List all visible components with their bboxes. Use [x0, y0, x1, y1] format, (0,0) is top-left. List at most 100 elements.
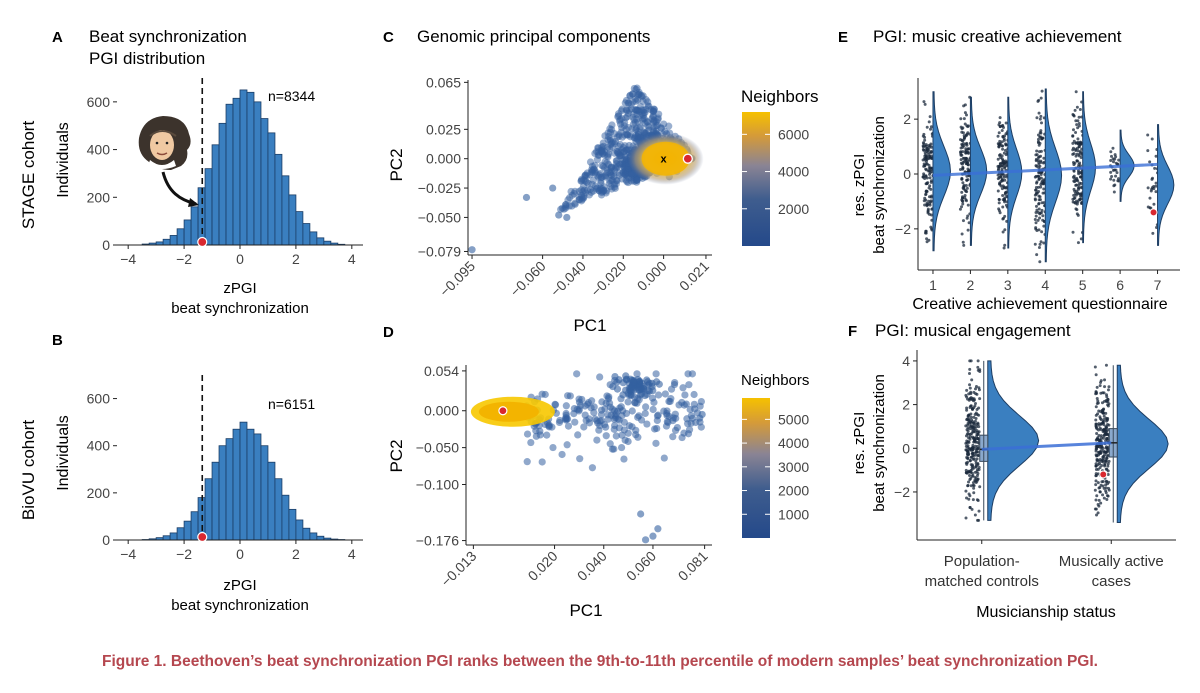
jitter-point — [1071, 134, 1075, 138]
jitter-point — [1002, 151, 1006, 155]
scatter-point — [604, 411, 612, 419]
jitter-point — [1040, 89, 1044, 93]
histogram-bar — [218, 445, 227, 541]
jitter-point — [1103, 464, 1107, 468]
jitter-point — [1109, 170, 1113, 174]
jitter-point — [926, 209, 930, 213]
scatter-point — [593, 436, 601, 444]
jitter-point — [925, 146, 929, 150]
histogram-bar — [169, 532, 178, 541]
scatter-point — [634, 128, 642, 136]
scatter-point — [678, 398, 686, 407]
jitter-point — [1079, 170, 1083, 174]
panel-f-ylabel2: beat synchronization — [871, 374, 888, 512]
scatter-point — [660, 454, 668, 462]
scatter-point — [541, 420, 549, 429]
jitter-point — [961, 202, 965, 206]
jitter-point — [1148, 196, 1152, 200]
scatter-point — [623, 113, 631, 121]
jitter-point — [925, 157, 929, 161]
x-tick-label: 6 — [1116, 277, 1124, 293]
jitter-point — [1034, 174, 1038, 178]
jitter-point — [970, 378, 974, 382]
scatter-point — [567, 187, 575, 196]
jitter-point — [968, 406, 972, 410]
jitter-point — [1037, 202, 1041, 206]
x-tick-label: −0.013 — [438, 548, 480, 590]
jitter-point — [1102, 423, 1106, 427]
jitter-point — [1113, 157, 1117, 161]
histogram-bar — [274, 478, 283, 541]
y-tick-label: 2 — [902, 397, 910, 413]
jitter-point — [1095, 454, 1099, 458]
violin-shape — [969, 96, 988, 246]
jitter-point — [967, 413, 971, 417]
jitter-point — [1093, 365, 1097, 369]
jitter-point — [1095, 457, 1099, 461]
jitter-point — [998, 153, 1002, 157]
jitter-point — [1034, 221, 1038, 225]
jitter-point — [1075, 159, 1079, 163]
jitter-point — [925, 190, 929, 194]
scatter-point — [573, 370, 581, 378]
scatter-point — [610, 130, 619, 138]
histogram-bar — [190, 511, 199, 541]
jitter-point — [1041, 214, 1045, 218]
jitter-point — [974, 425, 978, 429]
jitter-point — [963, 111, 967, 115]
jitter-point — [966, 228, 970, 232]
jitter-point — [966, 161, 970, 165]
jitter-point — [1075, 183, 1079, 187]
jitter-point — [963, 196, 967, 200]
x-tick-label: −0.040 — [547, 258, 589, 300]
y-tick-label: 0 — [102, 237, 110, 253]
jitter-point — [967, 371, 971, 375]
jitter-point — [966, 450, 970, 454]
scatter-point — [649, 405, 657, 414]
jitter-point — [1098, 457, 1102, 461]
jitter-point — [1039, 185, 1043, 189]
jitter-point — [967, 492, 971, 496]
jitter-point — [968, 432, 972, 436]
histogram-bar — [239, 89, 248, 246]
jitter-point — [1072, 193, 1076, 197]
x-tick-label: matched controls — [925, 573, 1039, 590]
jitter-point — [1034, 153, 1038, 157]
jitter-point — [1098, 450, 1102, 454]
scatter-point — [667, 395, 675, 403]
panel-a: A Beat synchronization PGI distribution … — [19, 27, 363, 317]
panel-d: D PC2 −0.013 0.020 0.040 0.060 0.081 0.054 0.0… — [383, 324, 809, 620]
jitter-point — [1074, 119, 1078, 123]
panel-e-xlabel: Creative achievement questionnaire — [912, 296, 1167, 313]
scatter-point — [590, 408, 598, 417]
histogram-bar — [239, 421, 248, 541]
jitter-point — [1003, 214, 1007, 218]
jitter-point — [961, 160, 965, 164]
scatter-point — [644, 102, 652, 110]
jitter-point — [1037, 194, 1041, 198]
jitter-point — [964, 516, 968, 520]
scatter-point — [691, 405, 699, 413]
scatter-point — [615, 416, 623, 424]
histogram-bar — [232, 428, 241, 541]
jitter-point — [1071, 152, 1075, 156]
jitter-point — [1034, 185, 1038, 189]
histogram-bar — [218, 122, 227, 246]
scatter-point — [578, 395, 586, 404]
jitter-point — [976, 359, 980, 363]
jitter-point — [1001, 135, 1005, 139]
jitter-point — [1042, 241, 1046, 245]
jitter-point — [1107, 488, 1111, 492]
jitter-point — [997, 201, 1001, 205]
jitter-point — [1095, 396, 1099, 400]
panel-a-title: Beat synchronization — [89, 27, 247, 46]
panel-label-a: A — [52, 29, 63, 46]
jitter-point — [1003, 166, 1007, 170]
jitter-point — [1102, 414, 1106, 418]
jitter-point — [976, 433, 980, 437]
scatter-point — [611, 149, 619, 157]
jitter-point — [1094, 413, 1098, 417]
scatter-point — [630, 378, 638, 386]
x-tick-label: cases — [1092, 573, 1131, 590]
jitter-point — [1038, 117, 1042, 121]
